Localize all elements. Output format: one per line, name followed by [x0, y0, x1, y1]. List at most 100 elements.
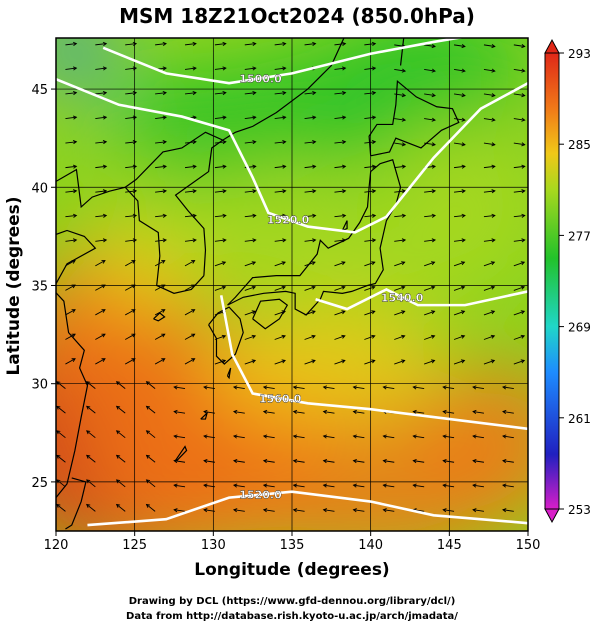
- streamline-arrow: [352, 483, 357, 488]
- x-axis: 120 125 130 135 140 145 150: [44, 531, 541, 553]
- streamline-arrow: [101, 284, 106, 289]
- streamline: [513, 239, 525, 242]
- streamline: [353, 435, 365, 439]
- streamline-arrow: [292, 483, 298, 488]
- streamline: [394, 68, 406, 72]
- streamline: [95, 67, 107, 70]
- streamline-arrow: [281, 359, 286, 364]
- streamline-arrow: [311, 310, 316, 315]
- streamline-arrow: [203, 508, 208, 513]
- streamline-arrow: [251, 261, 257, 266]
- streamline-arrow: [132, 164, 138, 169]
- streamline-arrow: [102, 164, 108, 169]
- streamline: [65, 92, 77, 95]
- streamline-arrow: [371, 213, 377, 218]
- streamline: [394, 118, 406, 121]
- streamline: [473, 509, 485, 512]
- streamline: [293, 411, 305, 414]
- streamline: [502, 386, 514, 390]
- streamline: [65, 190, 77, 193]
- streamline: [95, 333, 106, 340]
- streamline-arrow: [442, 434, 447, 439]
- streamline: [65, 165, 77, 169]
- streamline-arrow: [502, 434, 507, 439]
- streamline-arrow: [72, 164, 78, 169]
- streamline: [95, 92, 107, 95]
- streamline-arrow: [521, 93, 526, 98]
- streamline-arrow: [162, 41, 167, 46]
- streamline: [214, 165, 226, 169]
- streamline-arrow: [102, 189, 108, 194]
- streamline-arrow: [86, 430, 91, 435]
- streamline-arrow: [520, 261, 526, 266]
- streamline: [174, 484, 186, 488]
- streamline-arrow: [115, 405, 121, 410]
- streamline: [263, 460, 275, 463]
- streamline-arrow: [341, 189, 347, 194]
- streamline-arrow: [72, 238, 78, 243]
- streamline: [483, 335, 495, 340]
- streamline: [383, 435, 395, 439]
- streamline: [364, 310, 375, 316]
- colorbar-tick-label: 261: [568, 412, 591, 426]
- coastline-sakhalin: [399, 38, 405, 66]
- streamline: [244, 67, 256, 70]
- streamline: [244, 190, 256, 193]
- streamline-arrow: [491, 44, 496, 49]
- streamline: [424, 68, 436, 72]
- streamline: [155, 116, 167, 119]
- streamline-arrow: [461, 238, 466, 243]
- streamline-arrow: [145, 503, 151, 508]
- streamline: [214, 239, 226, 242]
- streamline-arrow: [341, 66, 347, 71]
- streamline: [293, 435, 305, 439]
- streamline: [483, 286, 495, 291]
- streamline-arrow: [431, 142, 436, 147]
- streamline-arrow: [502, 385, 507, 390]
- streamline-arrow: [371, 41, 377, 46]
- colorbar-bottom-cap: [544, 508, 560, 524]
- y-tick-label: 45: [31, 83, 48, 98]
- streamline-arrow: [173, 409, 178, 414]
- streamline: [304, 214, 316, 218]
- streamline: [394, 335, 405, 340]
- streamline-arrow: [460, 285, 466, 290]
- streamline-arrow: [252, 115, 257, 120]
- streamline-arrow: [431, 44, 436, 49]
- streamline-arrow: [382, 508, 387, 513]
- streamline: [274, 67, 286, 70]
- contour-label: 1520.0: [267, 214, 310, 227]
- streamline: [364, 67, 376, 70]
- streamline-arrow: [251, 285, 257, 290]
- streamline: [244, 261, 256, 267]
- streamline-arrow: [203, 458, 208, 464]
- streamline-arrow: [102, 213, 108, 218]
- y-tick-label: 30: [31, 378, 48, 393]
- streamline: [116, 381, 126, 389]
- streamline-arrow: [292, 434, 298, 439]
- streamline: [502, 411, 514, 414]
- streamline: [116, 479, 126, 488]
- y-axis: 25 30 35 40 45: [31, 83, 56, 491]
- streamline: [334, 43, 346, 46]
- streamline-arrow: [352, 385, 357, 390]
- coastline-liaodong: [56, 168, 126, 209]
- streamline-arrow: [521, 189, 526, 194]
- credit-drawing: Drawing by DCL (https://www.gfd-dennou.o…: [129, 596, 456, 607]
- streamline: [304, 190, 316, 193]
- contour-label: 1500.0: [239, 72, 282, 85]
- streamline-arrow: [401, 285, 406, 290]
- x-tick-label: 150: [516, 538, 541, 553]
- streamline: [424, 239, 436, 242]
- x-tick-label: 130: [201, 538, 226, 553]
- streamline: [513, 286, 525, 291]
- streamline-arrow: [173, 434, 178, 439]
- coastline-tanegashima: [226, 367, 232, 380]
- streamline-arrow: [281, 261, 286, 266]
- coastline-korea: [124, 131, 224, 294]
- streamline-arrow: [490, 359, 496, 364]
- streamline: [364, 335, 375, 340]
- streamline-arrow: [461, 189, 466, 194]
- streamline: [263, 509, 275, 512]
- streamline: [125, 260, 136, 267]
